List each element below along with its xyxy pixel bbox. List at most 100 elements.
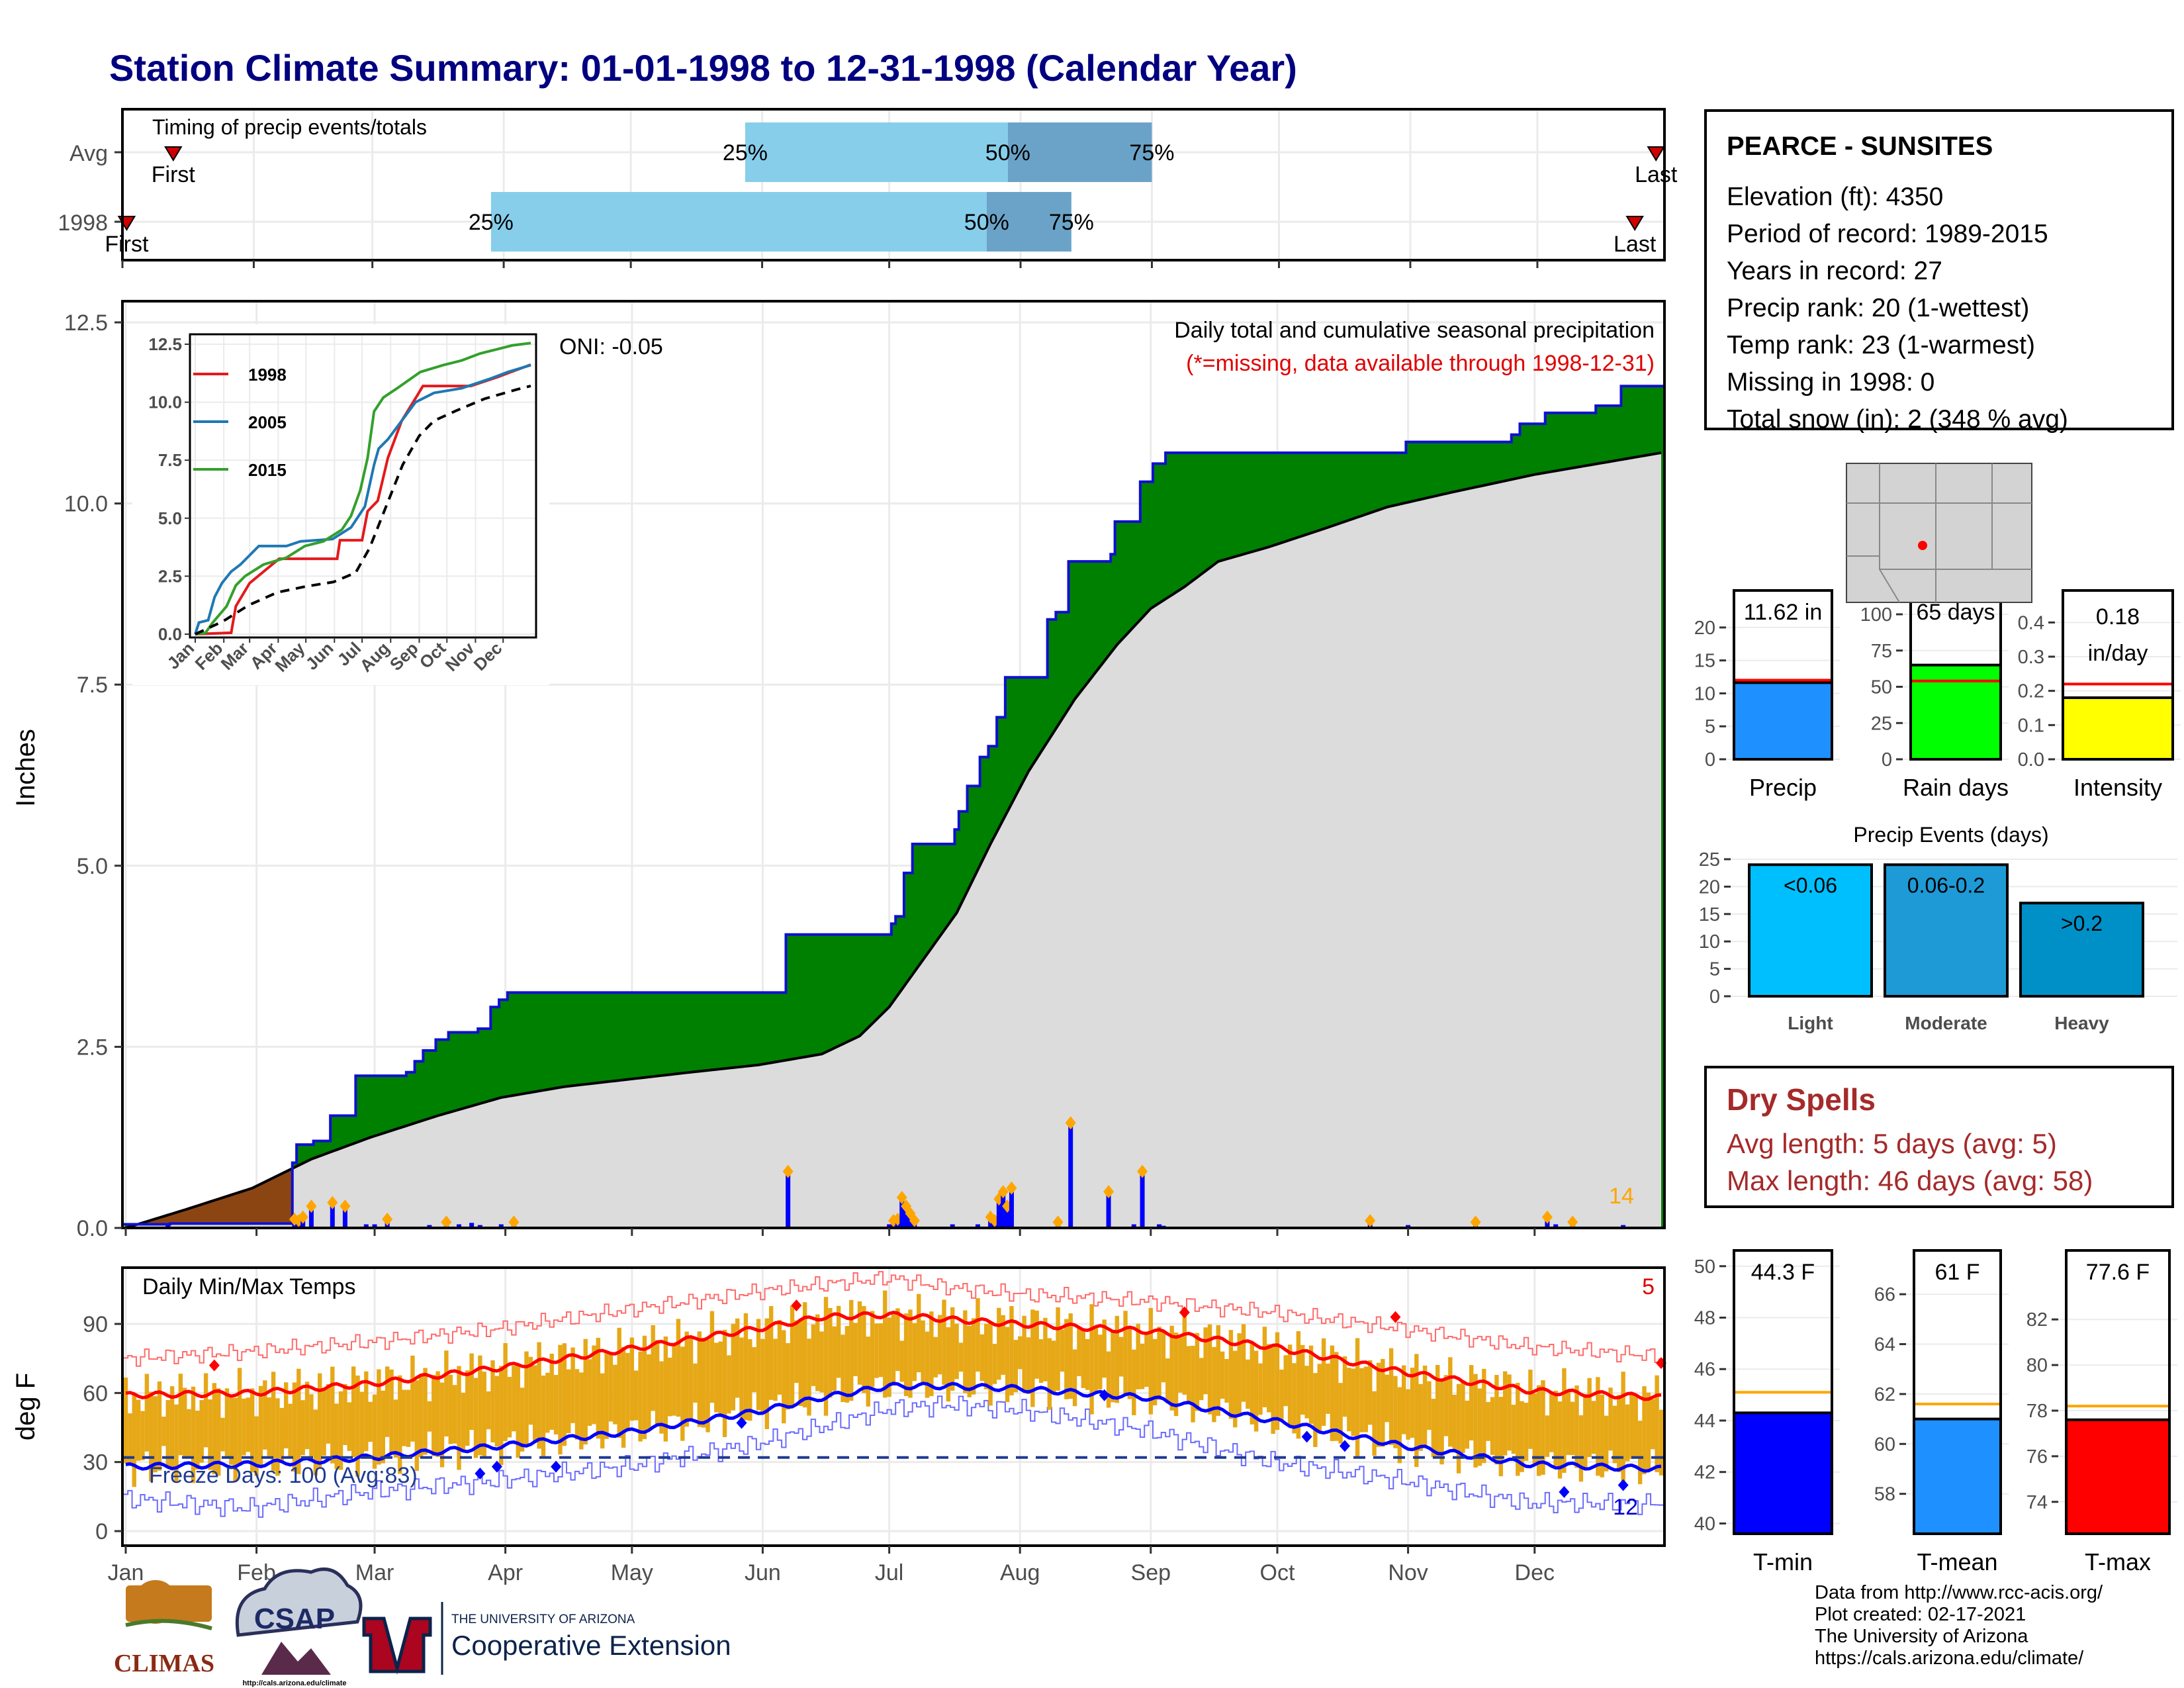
daily-temp-bar bbox=[777, 1320, 782, 1395]
daily-temp-bar bbox=[1102, 1319, 1107, 1378]
daily-temp-bar bbox=[1144, 1332, 1149, 1387]
daily-temp-bar bbox=[667, 1357, 672, 1417]
daily-temp-bar bbox=[971, 1318, 976, 1395]
daily-temp-bar bbox=[423, 1368, 428, 1455]
precip-total-y-tick-label: 0 bbox=[1705, 749, 1715, 771]
daily-temp-bar bbox=[1397, 1387, 1402, 1464]
daily-temp-bar bbox=[1258, 1363, 1263, 1415]
temps-title: Daily Min/Max Temps bbox=[142, 1274, 355, 1299]
rain-days-y-tick-label: 50 bbox=[1871, 677, 1892, 698]
heavy-day-marker bbox=[306, 1199, 317, 1213]
first-event-label: First bbox=[105, 232, 149, 257]
daily-temp-bar bbox=[486, 1391, 491, 1430]
daily-temp-bar bbox=[760, 1338, 765, 1413]
inset-y-tick-label: 10.0 bbox=[148, 393, 182, 412]
precip-y-tick-label: 5.0 bbox=[77, 854, 108, 879]
daily-temp-bar bbox=[398, 1375, 402, 1474]
daily-temp-bar bbox=[1220, 1351, 1225, 1399]
last-event-label: Last bbox=[1614, 232, 1657, 257]
daily-temp-bar bbox=[326, 1383, 331, 1444]
daily-temp-bar bbox=[1637, 1421, 1643, 1485]
daily-temp-bar bbox=[364, 1371, 369, 1452]
daily-precip-bar bbox=[498, 1224, 504, 1228]
quartile-bar-q50-q75 bbox=[1007, 122, 1152, 182]
climas-logo-shape bbox=[126, 1585, 212, 1622]
daily-temp-bar bbox=[562, 1343, 567, 1446]
daily-temp-bar bbox=[1123, 1311, 1128, 1395]
heavy-day-marker bbox=[1365, 1214, 1376, 1228]
daily-temp-bar bbox=[1587, 1378, 1592, 1458]
precip-total-y-tick-label: 5 bbox=[1705, 716, 1715, 737]
heavy-day-marker bbox=[997, 1185, 1009, 1199]
daily-temp-bar bbox=[499, 1366, 504, 1466]
daily-precip-bar bbox=[372, 1224, 377, 1228]
daily-temp-bar bbox=[1359, 1368, 1364, 1432]
station-name: PEARCE - SUNSITES bbox=[1727, 132, 1993, 161]
daily-temp-bar bbox=[1224, 1358, 1229, 1403]
intensity-y-tick-label: 0.2 bbox=[2018, 681, 2044, 702]
csap-mountain-icon bbox=[261, 1642, 331, 1675]
daily-temp-bar bbox=[917, 1293, 921, 1373]
daily-temp-bar bbox=[313, 1409, 318, 1476]
precip-events-bar bbox=[1884, 863, 2009, 998]
daily-precip-bar bbox=[950, 1224, 955, 1228]
daily-temp-bar bbox=[1093, 1326, 1099, 1391]
quartile-50-label: 50% bbox=[964, 210, 1009, 235]
inset-series-2015 bbox=[195, 342, 531, 635]
temps-frame bbox=[121, 1266, 1666, 1547]
daily-temp-bar bbox=[317, 1373, 322, 1468]
daily-temp-bar bbox=[642, 1335, 647, 1440]
daily-temp-bar bbox=[862, 1306, 866, 1393]
credit-data-source: Data from http://www.rcc-acis.org/ bbox=[1815, 1582, 2103, 1603]
normal-tmax-line bbox=[125, 1310, 1662, 1401]
quartile-75-label: 75% bbox=[1049, 210, 1094, 235]
daily-temp-bar bbox=[743, 1313, 749, 1421]
daily-temp-bar bbox=[288, 1403, 293, 1458]
daily-temp-bar bbox=[1098, 1335, 1103, 1389]
ua-logo-line1: THE UNIVERSITY OF ARIZONA bbox=[451, 1613, 635, 1626]
daily-temp-bar bbox=[1368, 1360, 1373, 1425]
daily-temp-bar bbox=[1456, 1383, 1461, 1474]
dry-spells-panel: Dry Spells Avg length: 5 days (avg: 5) M… bbox=[1704, 1066, 2174, 1208]
daily-temp-bar bbox=[891, 1314, 896, 1386]
record-low-count: 12 bbox=[1613, 1495, 1638, 1520]
daily-temp-bar bbox=[1283, 1355, 1288, 1407]
logos: CLIMAS CSAP http://cals.arizona.edu/climat… bbox=[114, 1568, 731, 1687]
daily-temp-bar bbox=[1541, 1380, 1545, 1475]
daily-temp-bar bbox=[1022, 1315, 1026, 1390]
daily-temp-bar bbox=[878, 1323, 884, 1378]
daily-temp-bar bbox=[195, 1411, 200, 1470]
daily-temp-bar bbox=[351, 1366, 356, 1458]
daily-temp-bar bbox=[237, 1368, 242, 1466]
precip-total-frame bbox=[1733, 589, 1833, 761]
heavy-day-marker bbox=[909, 1214, 920, 1228]
quartile-bar-q25-q50 bbox=[745, 122, 1008, 182]
intensity-y-tick-label: 0.4 bbox=[2018, 612, 2044, 633]
precip-events-value-label: <0.06 bbox=[1784, 873, 1837, 897]
daily-temp-bar bbox=[1507, 1374, 1512, 1451]
heavy-day-marker bbox=[1470, 1215, 1481, 1229]
first-event-label: First bbox=[152, 162, 196, 187]
daily-temp-bar bbox=[621, 1346, 626, 1448]
daily-temp-bar bbox=[1431, 1399, 1436, 1458]
daily-temp-bar bbox=[432, 1375, 436, 1456]
precip-total-x-label: Precip bbox=[1749, 774, 1817, 801]
precip-events-category: Light bbox=[1788, 1013, 1833, 1033]
daily-temp-bar bbox=[925, 1331, 930, 1398]
tmean-x-label: T-mean bbox=[1917, 1548, 1997, 1575]
daily-temp-bar bbox=[1186, 1346, 1191, 1403]
inset-series-2005 bbox=[194, 363, 531, 635]
daily-temp-bar bbox=[322, 1387, 326, 1456]
month-label: Sep bbox=[1131, 1560, 1171, 1585]
daily-temp-bar bbox=[1300, 1344, 1305, 1415]
daily-temp-bar bbox=[705, 1339, 710, 1432]
precip-events-value-label: 0.06-0.2 bbox=[1907, 873, 1985, 897]
daily-temp-bar bbox=[967, 1326, 972, 1397]
daily-temp-bar bbox=[1212, 1346, 1216, 1423]
daily-temp-bar bbox=[714, 1342, 719, 1413]
tmax-y-tick-label: 82 bbox=[2026, 1309, 2048, 1331]
daily-temp-bar bbox=[1267, 1344, 1271, 1413]
daily-temp-bar bbox=[494, 1376, 500, 1447]
daily-temp-bar bbox=[731, 1323, 736, 1411]
